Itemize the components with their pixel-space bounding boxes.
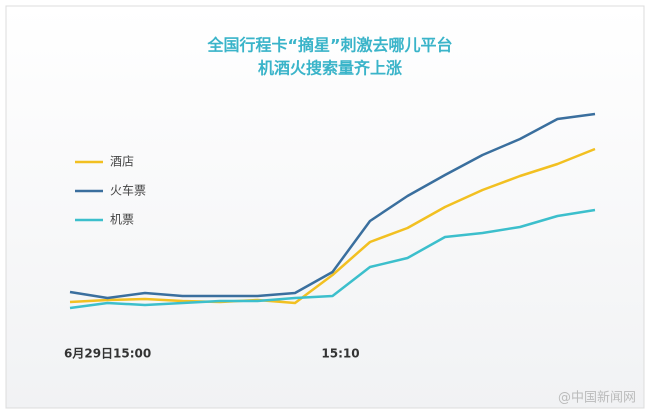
x-tick-label: 6月29日15:00 bbox=[64, 347, 151, 361]
legend-label: 火车票 bbox=[110, 183, 146, 198]
legend-label: 机票 bbox=[110, 213, 134, 227]
line bbox=[69, 147, 596, 305]
watermark: @中国新闻网 bbox=[558, 390, 636, 406]
card bbox=[5, 5, 645, 409]
chart-title: 全国行程卡“摘星”刺激去哪儿平台 bbox=[206, 36, 452, 55]
line bbox=[69, 112, 596, 300]
line bbox=[69, 208, 596, 310]
legend-label: 酒店 bbox=[110, 155, 134, 169]
x-tick-label: 15:10 bbox=[321, 347, 359, 361]
chart-subtitle: 机酒火搜索量齐上涨 bbox=[258, 59, 402, 78]
